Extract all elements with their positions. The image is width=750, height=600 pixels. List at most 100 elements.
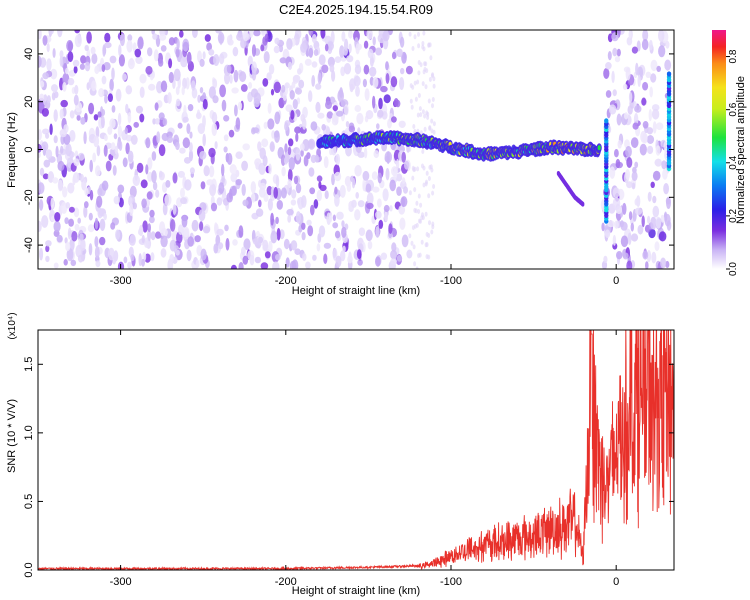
noise-cell xyxy=(73,158,80,167)
noise-cell xyxy=(73,207,80,218)
noise-cell xyxy=(421,41,425,46)
noise-cell xyxy=(98,88,105,98)
noise-cell xyxy=(294,126,302,134)
noise-cell xyxy=(258,187,266,198)
x-tick-label: -100 xyxy=(440,576,462,588)
noise-cell xyxy=(413,187,417,193)
noise-cell xyxy=(665,40,670,49)
y-tick-label: 0.5 xyxy=(23,494,35,509)
noise-cell xyxy=(628,30,632,39)
noise-cell xyxy=(104,134,108,141)
noise-cell xyxy=(65,202,71,209)
noise-cell xyxy=(185,77,190,90)
noise-cell xyxy=(346,183,352,192)
snr-x-ticks: -300 -200 -100 0 xyxy=(110,330,619,588)
noise-cell xyxy=(268,63,275,75)
noise-cell xyxy=(95,126,100,139)
noise-cell xyxy=(135,56,143,64)
noise-cell xyxy=(74,223,80,231)
noise-cell xyxy=(109,55,117,64)
noise-cell xyxy=(65,241,71,252)
noise-cell xyxy=(45,245,50,253)
noise-cell xyxy=(145,164,149,175)
noise-cell xyxy=(341,220,345,228)
noise-cell xyxy=(631,182,636,190)
noise-cell xyxy=(107,247,115,261)
noise-cell xyxy=(60,99,68,108)
noise-cell xyxy=(362,170,370,181)
noise-cell xyxy=(364,88,370,101)
noise-cell xyxy=(666,196,671,209)
noise-cell xyxy=(356,249,362,260)
noise-cell xyxy=(409,98,413,104)
noise-cell xyxy=(88,102,95,115)
noise-cell xyxy=(355,192,360,199)
y-tick-label: 0 xyxy=(23,146,35,152)
noise-cell xyxy=(424,84,428,90)
noise-cell xyxy=(160,248,167,258)
noise-cell xyxy=(310,204,315,216)
noise-cell xyxy=(303,155,309,167)
x-tick-label: 0 xyxy=(613,576,619,588)
noise-cell xyxy=(94,236,99,248)
noise-cell xyxy=(70,259,77,267)
noise-cell xyxy=(620,221,628,231)
noise-cell xyxy=(413,166,417,172)
noise-cell xyxy=(625,67,631,81)
noise-cell xyxy=(340,66,346,77)
noise-cell xyxy=(202,133,206,147)
noise-cell xyxy=(223,146,228,153)
noise-cell xyxy=(404,160,410,170)
noise-cell xyxy=(41,141,49,152)
noise-cell xyxy=(243,238,251,250)
noise-cell xyxy=(160,228,168,237)
noise-cell xyxy=(187,104,194,112)
noise-cell xyxy=(79,233,84,241)
noise-cell xyxy=(287,179,292,189)
noise-cell xyxy=(635,62,639,75)
noise-cell xyxy=(228,129,235,138)
noise-cell xyxy=(612,187,620,199)
noise-cell xyxy=(202,115,206,128)
noise-cell xyxy=(139,73,147,84)
spectrogram-y-axis-label: Frequency (Hz) xyxy=(6,112,18,188)
noise-cell xyxy=(55,145,59,158)
noise-cell xyxy=(626,181,633,189)
noise-cell xyxy=(72,175,76,186)
noise-cell xyxy=(258,162,266,175)
noise-cell xyxy=(279,57,287,64)
noise-cell xyxy=(127,261,132,269)
noise-cell xyxy=(175,249,180,256)
noise-cell xyxy=(263,121,268,129)
noise-cell xyxy=(421,81,425,87)
noise-cell xyxy=(375,226,380,238)
noise-cell xyxy=(327,56,335,67)
noise-cell xyxy=(176,38,180,50)
spectrogram-x-ticks: -300 -200 -100 0 xyxy=(110,30,619,287)
colorbar-tick-label: 0.4 xyxy=(728,155,739,169)
noise-cell xyxy=(647,191,652,202)
noise-cell xyxy=(408,146,412,152)
noise-cell xyxy=(616,251,623,260)
noise-cell xyxy=(428,220,431,226)
noise-cell xyxy=(132,174,140,187)
noise-cell xyxy=(357,200,365,208)
noise-cell xyxy=(59,50,64,58)
noise-cell xyxy=(417,70,421,76)
noise-cell xyxy=(64,237,68,244)
noise-cell xyxy=(424,211,428,217)
noise-cell xyxy=(620,235,629,248)
noise-cell xyxy=(654,241,660,252)
noise-cell xyxy=(140,179,148,189)
noise-cell xyxy=(80,55,87,64)
noise-cell xyxy=(627,105,633,115)
noise-cell xyxy=(372,186,380,193)
noise-cell xyxy=(71,231,78,242)
noise-cell xyxy=(406,249,413,259)
noise-cell xyxy=(214,141,218,150)
noise-cell xyxy=(656,65,661,72)
noise-cell xyxy=(331,113,338,123)
noise-cell xyxy=(38,30,42,40)
noise-cell xyxy=(177,170,185,178)
figure-title: C2E4.2025.194.15.54.R09 xyxy=(279,2,433,17)
